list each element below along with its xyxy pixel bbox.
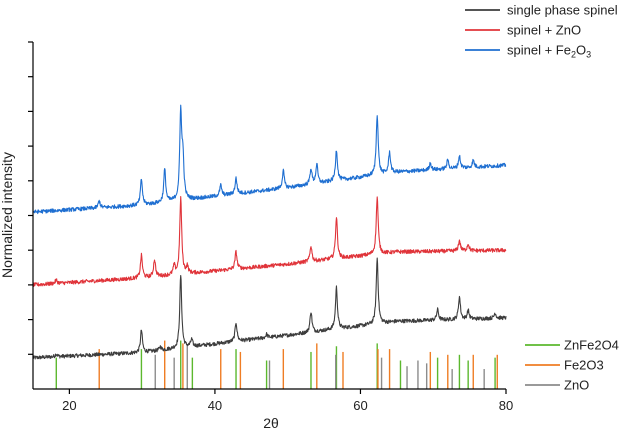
legend-label: ZnO <box>564 378 589 393</box>
legend-label: ZnFe2O4 <box>564 338 619 353</box>
x-axis-label: 2θ <box>263 415 279 431</box>
legend-label: Fe2O3 <box>564 358 604 373</box>
legend-upper: single phase spinel spinel + ZnO spinel + … <box>465 3 618 60</box>
legend-label-part: spinel + Fe <box>507 43 571 58</box>
legend-label-part: single phase spinel <box>507 3 618 18</box>
legend-lower: ZnFe2O4 Fe2O3 ZnO <box>525 338 619 393</box>
legend-label-subscript: 3 <box>586 50 591 60</box>
series-group <box>32 104 507 360</box>
x-ticks-group: 20 40 60 80 <box>62 389 513 413</box>
series-line <box>32 257 507 360</box>
legend-label-part: spinel + ZnO <box>507 23 581 38</box>
reference-lines-group <box>55 340 498 389</box>
legend-label: spinel + Fe2O3 <box>507 43 591 60</box>
series-line <box>32 196 507 287</box>
legend-label-part: O <box>576 43 586 58</box>
x-tick-label: 40 <box>208 398 222 413</box>
series-line <box>32 104 507 215</box>
legend-label: spinel + ZnO <box>507 23 581 38</box>
legend-label: single phase spinel <box>507 3 618 18</box>
y-ticks-group <box>28 41 33 355</box>
x-tick-label: 20 <box>62 398 76 413</box>
x-tick-label: 60 <box>353 398 367 413</box>
legend-label-subscript: 2 <box>571 50 576 60</box>
y-axis-label: Normalized intensity <box>0 152 15 278</box>
x-tick-label: 80 <box>499 398 513 413</box>
